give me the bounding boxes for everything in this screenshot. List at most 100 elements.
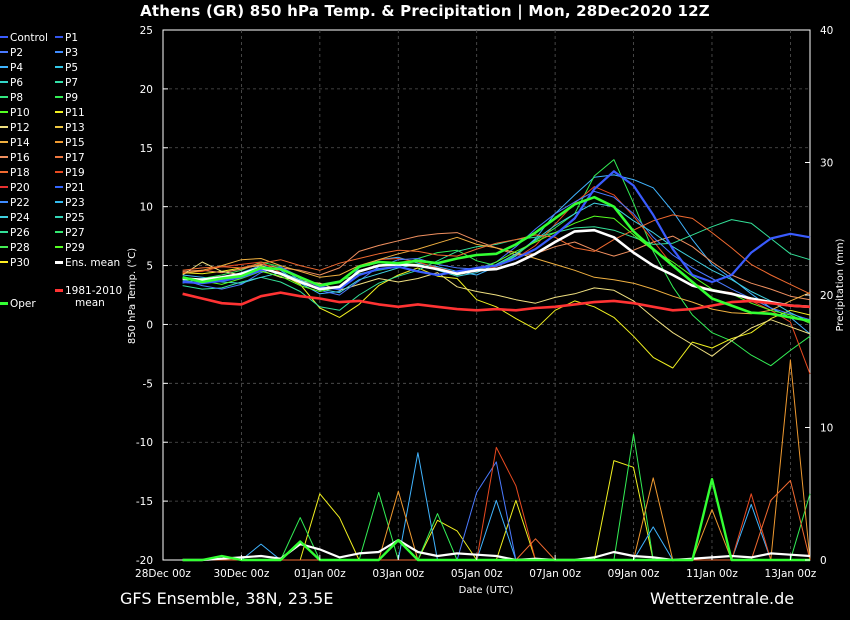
legend-swatch [55, 36, 63, 38]
legend-item-oper: Oper [0, 298, 36, 310]
legend-swatch [55, 288, 63, 292]
legend-item-p15: P15 [55, 137, 85, 149]
legend-item-p18: P18 [0, 167, 30, 179]
legend-swatch [55, 141, 63, 143]
legend-swatch [55, 96, 63, 98]
x-label: Date (UTC) [459, 585, 514, 596]
y-right-label: Precipitation (mm) [835, 238, 846, 331]
legend-item-p16: P16 [0, 152, 30, 164]
legend-label: P28 [10, 242, 30, 254]
y-left-tick: -5 [143, 378, 153, 390]
legend-swatch [55, 111, 63, 113]
legend-label: P9 [65, 92, 79, 104]
temp-line-p12 [182, 261, 811, 357]
legend-label: P22 [10, 197, 30, 209]
legend-item-p8: P8 [0, 92, 23, 104]
legend-item-p13: P13 [55, 122, 85, 134]
legend-swatch [55, 186, 63, 188]
legend-swatch [55, 246, 63, 248]
legend-item-p12: P12 [0, 122, 30, 134]
legend-item-p17: P17 [55, 152, 85, 164]
legend-item-p11: P11 [55, 107, 85, 119]
temp-series [182, 159, 811, 375]
legend-swatch [0, 301, 8, 305]
legend-label: P18 [10, 167, 30, 179]
legend-item-p28: P28 [0, 242, 30, 254]
y-left-label: 850 hPa Temp. (°C) [127, 248, 138, 344]
y-left-tick: 25 [140, 25, 153, 37]
legend-label: P2 [10, 47, 24, 59]
legend-swatch [0, 126, 8, 128]
y-right-tick: 30 [820, 158, 833, 170]
y-left-tick: 10 [140, 202, 153, 214]
legend-label: P8 [10, 92, 24, 104]
x-tick: 01Jan 00z [294, 568, 346, 580]
x-tick: 28Dec 00z [135, 568, 191, 580]
legend-label: P23 [65, 197, 85, 209]
legend-swatch [55, 51, 63, 53]
legend-swatch [0, 51, 8, 53]
legend-label: P14 [10, 137, 30, 149]
temp-line-oper [182, 195, 811, 323]
x-tick: 07Jan 00z [529, 568, 581, 580]
legend-swatch [55, 216, 63, 218]
legend-label: P12 [10, 122, 30, 134]
legend-swatch [55, 201, 63, 203]
y-left-tick: 20 [140, 84, 153, 96]
legend-item-p1: P1 [55, 32, 78, 44]
legend-label: P13 [65, 122, 85, 134]
legend-swatch [55, 260, 63, 264]
legend-label: Oper [10, 298, 36, 310]
temp-line-p18 [182, 214, 811, 295]
legend-label: P24 [10, 212, 30, 224]
legend-swatch [0, 231, 8, 233]
legend-swatch [55, 231, 63, 233]
legend-item-p6: P6 [0, 77, 23, 89]
legend-label: 1981-2010 mean [65, 285, 123, 309]
y-left-tick: 5 [146, 261, 153, 273]
x-tick: 03Jan 00z [372, 568, 424, 580]
y-left-tick: -10 [136, 437, 153, 449]
legend-swatch [55, 66, 63, 68]
legend-item-p22: P22 [0, 197, 30, 209]
legend-label: P4 [10, 62, 24, 74]
legend-item-p9: P9 [55, 92, 78, 104]
legend-item-p21: P21 [55, 182, 85, 194]
y-right-tick: 10 [820, 423, 833, 435]
legend-label: P20 [10, 182, 30, 194]
legend-swatch [0, 246, 8, 248]
legend-swatch [0, 186, 8, 188]
x-tick: 30Dec 00z [213, 568, 269, 580]
legend-label: P10 [10, 107, 30, 119]
legend-label: P21 [65, 182, 85, 194]
legend-label: P19 [65, 167, 85, 179]
legend-item-p3: P3 [55, 47, 78, 59]
legend-item-p30: P30 [0, 257, 30, 269]
legend-swatch [0, 36, 8, 38]
chart-title: Athens (GR) 850 hPa Temp. & Precipitatio… [140, 2, 710, 20]
legend-label: P26 [10, 227, 30, 239]
y-left-tick: -20 [136, 555, 153, 567]
y-left-tick: 15 [140, 143, 153, 155]
legend-label: P6 [10, 77, 24, 89]
legend-label: P1 [65, 32, 79, 44]
y-left-axis: 25 20 15 10 5 0 -5 -10 -15 -20 [136, 25, 168, 567]
legend-swatch [0, 171, 8, 173]
legend-label: P7 [65, 77, 79, 89]
legend-label: P11 [65, 107, 85, 119]
footer-model: GFS Ensemble, 38N, 23.5E [120, 589, 334, 608]
x-tick: 09Jan 00z [608, 568, 660, 580]
legend-label: P5 [65, 62, 79, 74]
legend-item-p10: P10 [0, 107, 30, 119]
legend-swatch [55, 81, 63, 83]
legend-swatch [0, 201, 8, 203]
legend-label: P15 [65, 137, 85, 149]
grid [163, 30, 810, 560]
temp-line-p26 [182, 219, 811, 311]
legend-item-p27: P27 [55, 227, 85, 239]
legend: Control P1 P2 P3 P4 P5 P6 P7 P8 P9 P10 P11 P12 P13 P14… [0, 32, 135, 312]
footer-source: Wetterzentrale.de [650, 589, 795, 608]
legend-swatch [0, 66, 8, 68]
legend-item-p2: P2 [0, 47, 23, 59]
